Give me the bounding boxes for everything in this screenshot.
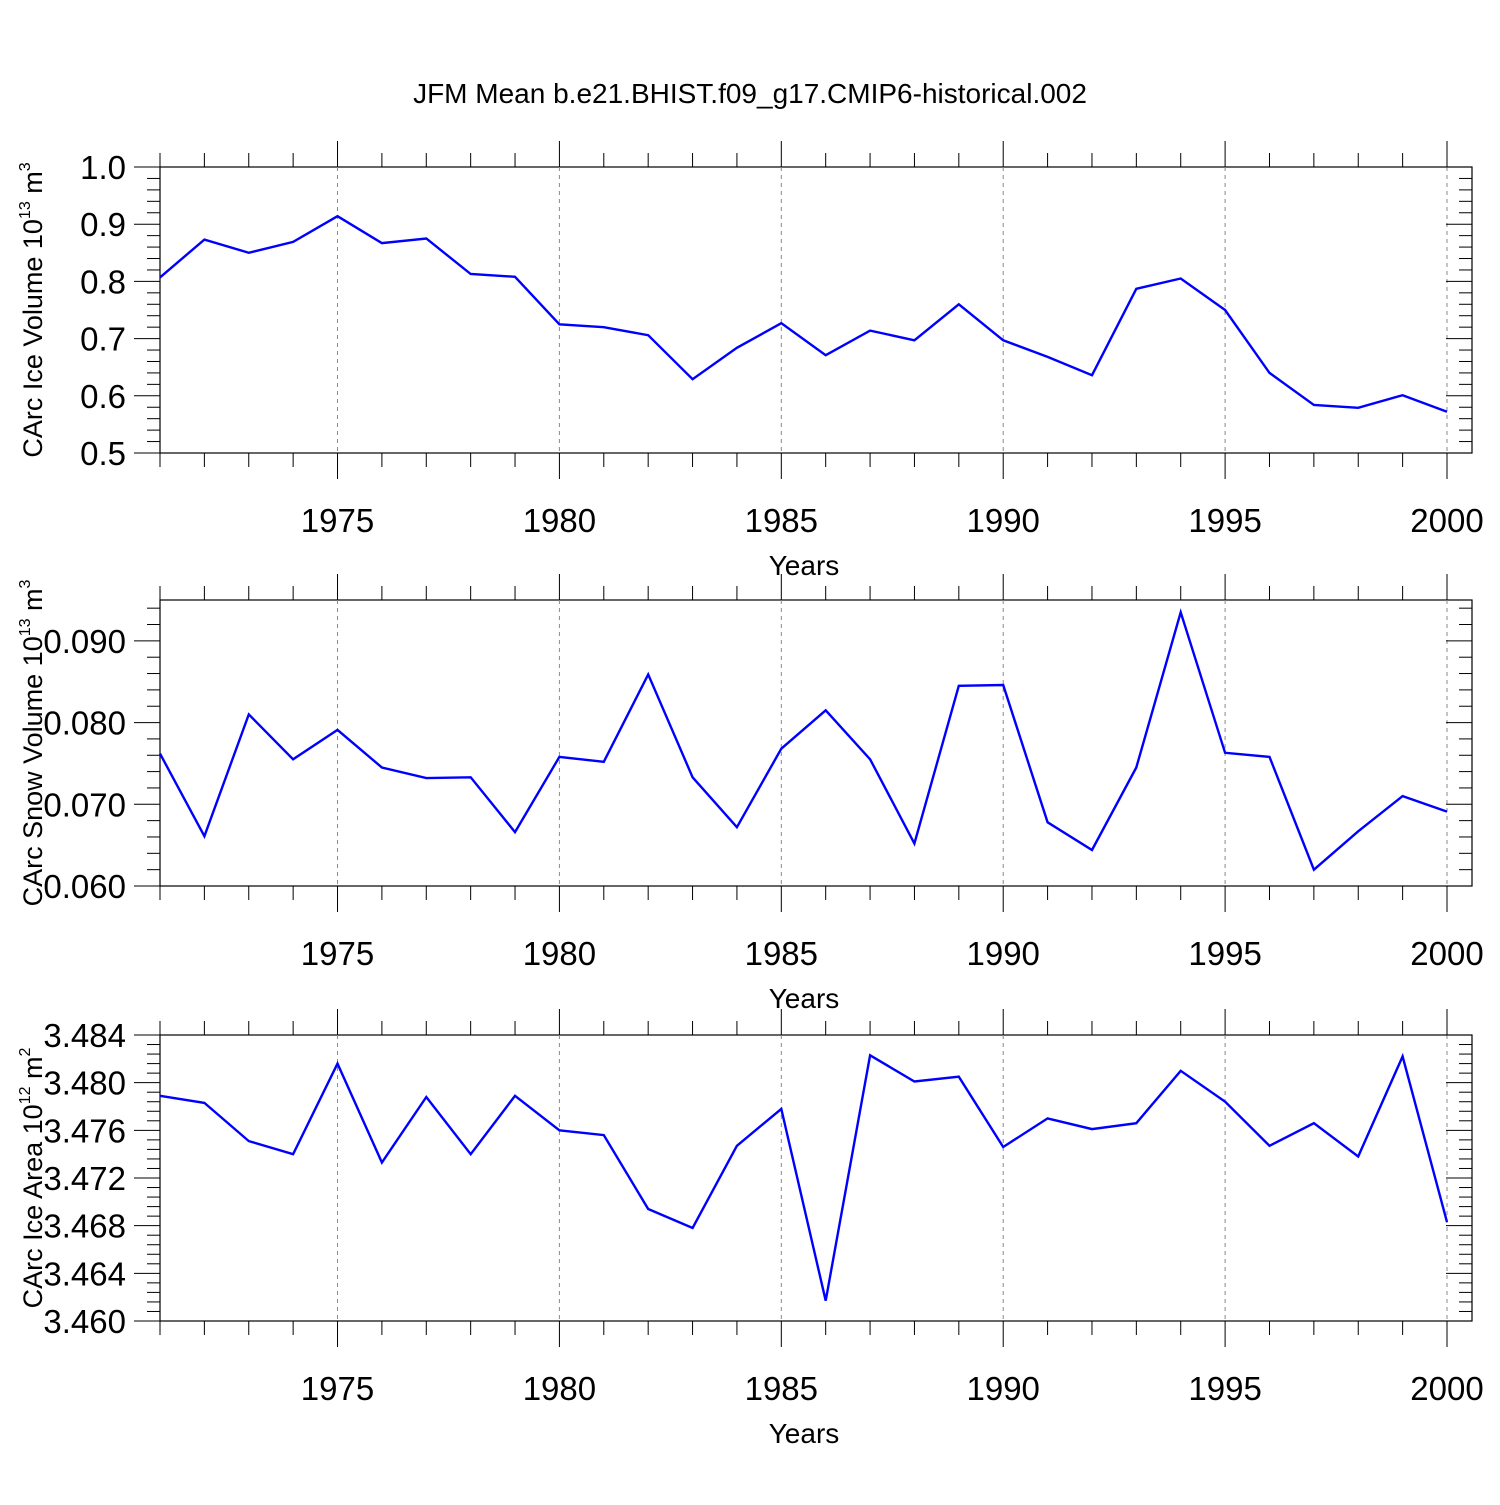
y-tick-label: 3.460 [43,1303,126,1340]
y-tick-label: 3.484 [43,1017,126,1054]
y-tick-label: 3.464 [43,1255,126,1292]
y-tick-label: 0.070 [43,786,126,823]
chart-panels: 0.5 0.6 0.7 0.8 0.9 1.0 1975 1980 1985 1990 1995 20… [17,141,1484,1449]
x-tick-label: 2000 [1410,502,1483,539]
x-tick-label: 1985 [745,502,818,539]
x-tick-label: 1980 [523,935,596,972]
x-axis-label: Years [769,1418,840,1449]
y-tick-label: 3.476 [43,1112,126,1149]
series-line [158,608,1448,872]
x-tick-label: 1990 [966,502,1039,539]
y-tick-label: 0.5 [80,435,126,472]
plot-frame [159,599,1473,887]
x-tick-label: 1995 [1188,1370,1261,1407]
y-tick-label: 0.8 [80,263,126,300]
y-tick-label: 0.9 [80,206,126,243]
x-tick-label: 1995 [1188,502,1261,539]
y-tick-label: 0.060 [43,868,126,905]
y-axis-label: CArc Ice Area 1012 m2 [17,1048,48,1309]
chart-panel-3: 3.460 3.464 3.468 3.472 3.476 3.480 3.484 1975 1… [17,1009,1484,1449]
y-tick-label: 0.090 [43,623,126,660]
x-tick-label: 1975 [301,1370,374,1407]
x-tick-label: 1975 [301,502,374,539]
chart-panel-2: 0.060 0.070 0.080 0.090 1975 1980 1985 1990 1995… [17,574,1484,1014]
y-tick-label: 3.472 [43,1160,126,1197]
x-tick-label: 1990 [966,1370,1039,1407]
x-tick-label: 2000 [1410,1370,1483,1407]
y-tick-label: 3.480 [43,1065,126,1102]
x-tick-label: 2000 [1410,935,1483,972]
plot-frame [159,166,1473,454]
x-tick-label: 1985 [745,1370,818,1407]
y-axis-label: CArc Snow Volume 1013 m3 [17,579,48,906]
x-tick-label: 1985 [745,935,818,972]
x-axis-label: Years [769,983,840,1014]
x-tick-label: 1980 [523,502,596,539]
y-axis-label: CArc Ice Volume 1013 m3 [17,162,48,457]
x-tick-label: 1980 [523,1370,596,1407]
x-tick-label: 1995 [1188,935,1261,972]
y-tick-label: 1.0 [80,149,126,186]
series-line [159,1052,1449,1301]
plot-frame [159,1034,1473,1322]
x-tick-label: 1990 [966,935,1039,972]
x-axis-label: Years [769,550,840,581]
y-tick-label: 0.6 [80,378,126,415]
chart-title: JFM Mean b.e21.BHIST.f09_g17.CMIP6-histo… [413,78,1087,109]
x-tick-label: 1975 [301,935,374,972]
chart-panel-1: 0.5 0.6 0.7 0.8 0.9 1.0 1975 1980 1985 1990 1995 20… [17,141,1484,581]
y-tick-label: 0.7 [80,321,126,358]
y-tick-label: 0.080 [43,705,126,742]
y-tick-label: 3.468 [43,1208,126,1245]
series-line [159,214,1448,413]
